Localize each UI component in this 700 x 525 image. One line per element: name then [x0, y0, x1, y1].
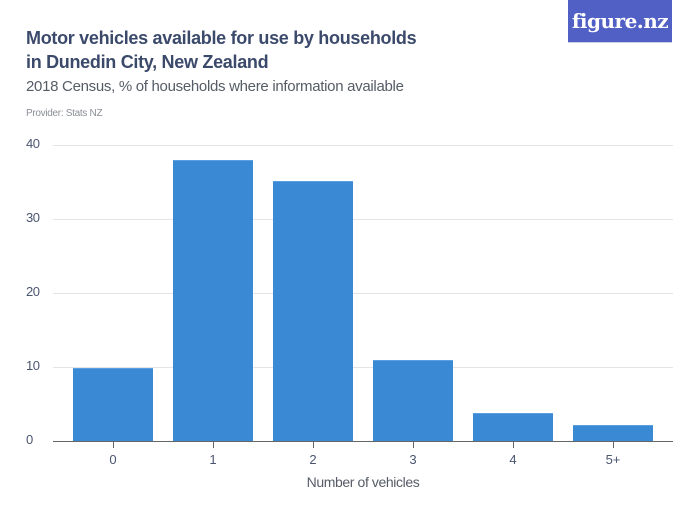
y-tick-label: 30: [26, 210, 40, 225]
x-tick-mark: [313, 442, 314, 448]
gridline: [53, 219, 673, 220]
x-tick-label: 5+: [605, 452, 621, 467]
bar-3[interactable]: [373, 360, 453, 441]
x-tick-mark: [413, 442, 414, 448]
bar-0[interactable]: [73, 368, 153, 441]
x-tick-mark: [513, 442, 514, 448]
x-tick-label: 1: [209, 452, 217, 467]
y-tick-label: 40: [26, 136, 40, 151]
bar-5+[interactable]: [573, 425, 653, 441]
y-tick-label: 10: [26, 358, 40, 373]
gridline: [53, 367, 673, 368]
figure-nz-logo[interactable]: figure.nz: [568, 0, 672, 42]
logo-underline: [568, 42, 672, 43]
provider-label: Provider: Stats NZ: [26, 108, 103, 119]
x-tick-label: 2: [309, 452, 317, 467]
y-tick-label: 0: [26, 432, 33, 447]
x-tick-label: 0: [109, 452, 117, 467]
chart-subtitle: 2018 Census, % of households where infor…: [26, 78, 404, 95]
chart-title: Motor vehicles available for use by hous…: [26, 28, 417, 72]
x-tick-label: 4: [509, 452, 517, 467]
gridline: [53, 145, 673, 146]
bar-2[interactable]: [273, 181, 353, 441]
bar-1[interactable]: [173, 160, 253, 441]
x-axis-line: [53, 441, 673, 442]
gridline: [53, 293, 673, 294]
x-tick-mark: [113, 442, 114, 448]
x-axis-label: Number of vehicles: [306, 474, 420, 490]
x-tick-mark: [613, 442, 614, 448]
y-tick-label: 20: [26, 284, 40, 299]
x-tick-label: 3: [409, 452, 417, 467]
bar-4[interactable]: [473, 413, 553, 441]
x-tick-mark: [213, 442, 214, 448]
